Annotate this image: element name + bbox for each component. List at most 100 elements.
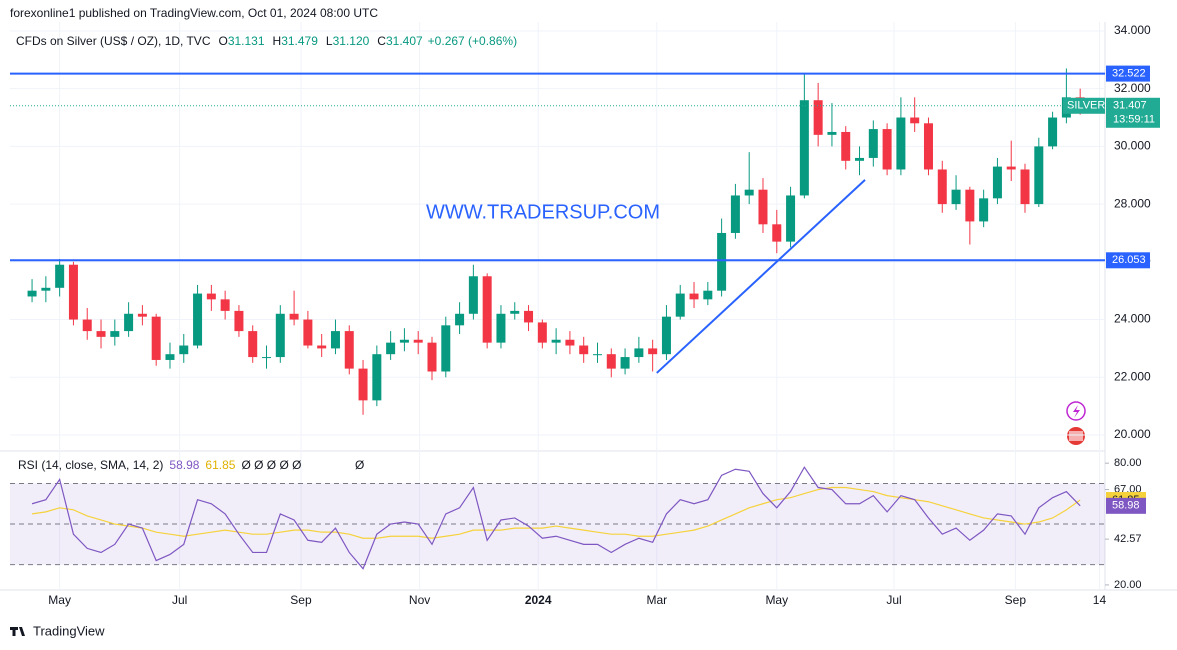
candle-body xyxy=(786,195,796,242)
candle-body xyxy=(1034,146,1044,205)
candle-body xyxy=(68,264,78,320)
rsi-extra-mark: Ø xyxy=(355,458,364,472)
candle-body xyxy=(248,331,258,358)
candle-body xyxy=(868,129,878,158)
candle-body xyxy=(813,100,823,135)
last-price-label: 31.407 xyxy=(1113,100,1147,112)
flag-glyph xyxy=(1069,431,1083,441)
candle-body xyxy=(841,131,851,161)
ohlc-value: 31.479 xyxy=(281,34,318,48)
ohlc-key: C xyxy=(377,34,386,48)
symbol-tag-label: SILVER xyxy=(1067,100,1105,112)
candle-body xyxy=(1020,169,1030,205)
candle-body xyxy=(689,293,699,300)
countdown-label: 13:59:11 xyxy=(1113,114,1155,126)
candle-body xyxy=(992,166,1002,199)
rsi-value-tag-label: 58.98 xyxy=(1112,500,1140,512)
x-tick-label: Nov xyxy=(409,593,430,607)
candle-body xyxy=(193,293,203,346)
candle-body xyxy=(758,189,768,225)
symbol-label: CFDs on Silver (US$ / OZ), 1D, TVC xyxy=(16,34,211,48)
candle-body xyxy=(565,339,575,346)
rsi-tick-label: 42.57 xyxy=(1114,533,1142,545)
candle-body xyxy=(344,331,354,369)
y-tick-label: 34.000 xyxy=(1114,23,1151,37)
candle-body xyxy=(496,313,506,343)
candle-body xyxy=(923,123,933,170)
rsi-line xyxy=(31,466,1081,570)
y-tick-label: 24.000 xyxy=(1114,312,1151,326)
tv-logo xyxy=(10,627,25,636)
ohlc-key: L xyxy=(326,34,333,48)
rsi-marks: Ø Ø Ø Ø Ø xyxy=(241,458,301,472)
candle-body xyxy=(744,189,754,196)
candles xyxy=(27,68,1085,415)
trendline xyxy=(656,179,866,374)
candle-body xyxy=(910,117,920,124)
candle-body xyxy=(386,342,396,355)
candle-body xyxy=(799,100,809,196)
watermark: WWW.TRADERSUP.COM xyxy=(426,201,660,223)
x-tick-label: 14 xyxy=(1093,593,1107,607)
candle-body xyxy=(399,339,409,343)
candle-body xyxy=(606,354,616,369)
level-tag xyxy=(1106,252,1150,269)
candle-body xyxy=(772,224,782,242)
level-label: 32.522 xyxy=(1112,68,1146,80)
candle-body xyxy=(524,310,534,323)
candle-body xyxy=(537,322,547,343)
change-label: +0.267 (+0.86%) xyxy=(428,34,517,48)
candle-body xyxy=(303,319,313,346)
rsi-value: 58.98 xyxy=(169,458,199,472)
candle-body xyxy=(1006,166,1016,170)
lightning-glyph xyxy=(1073,405,1080,418)
candle-body xyxy=(358,368,368,401)
x-tick-label: Jul xyxy=(886,593,901,607)
candle-body xyxy=(882,129,892,170)
candle-body xyxy=(234,310,244,332)
candle-body xyxy=(179,345,189,355)
ohlc-key: O xyxy=(218,34,227,48)
candle-body xyxy=(41,287,51,291)
rsi-legend: RSI (14, close, SMA, 14, 2) 58.98 61.85 Ø Ø… xyxy=(18,458,301,472)
candle-body xyxy=(124,313,134,332)
candle-body xyxy=(27,290,37,297)
rsi-sma-value: 61.85 xyxy=(205,458,235,472)
rsi-value-tag xyxy=(1106,497,1146,514)
symbol-tag xyxy=(1063,97,1105,114)
candle-body xyxy=(675,293,685,317)
candle-body xyxy=(730,195,740,233)
candle-body xyxy=(965,189,975,222)
candle-body xyxy=(510,310,520,314)
candle-body xyxy=(579,345,589,355)
candle-body xyxy=(482,276,492,343)
candle-body xyxy=(289,313,299,320)
candle-body xyxy=(937,169,947,205)
x-tick-label: Sep xyxy=(1005,593,1027,607)
candle-body xyxy=(110,331,120,337)
candle-body xyxy=(703,290,713,300)
y-tick-label: 22.000 xyxy=(1114,369,1151,383)
candle-body xyxy=(855,157,865,161)
x-tick-label: May xyxy=(765,593,788,607)
icons xyxy=(1066,401,1086,445)
y-tick-label: 32.000 xyxy=(1114,81,1151,95)
candle-body xyxy=(827,131,837,135)
candle-body xyxy=(455,313,465,326)
candle-body xyxy=(427,342,437,372)
candle-body xyxy=(372,354,382,401)
ohlc-value: 31.120 xyxy=(333,34,370,48)
rsi-title: RSI (14, close, SMA, 14, 2) xyxy=(18,458,163,472)
x-tick-label: 2024 xyxy=(525,593,552,607)
x-tick-label: Jul xyxy=(172,593,187,607)
candle-body xyxy=(592,354,602,356)
candle-body xyxy=(137,313,147,317)
candle-body xyxy=(413,339,423,343)
candle-body xyxy=(648,348,658,355)
y-tick-label: 20.000 xyxy=(1114,427,1151,441)
candle-body xyxy=(1048,117,1058,147)
candle-body xyxy=(330,331,340,349)
rsi-sma-line xyxy=(31,486,1081,539)
candle-body xyxy=(55,264,65,288)
candle-body xyxy=(620,357,630,369)
